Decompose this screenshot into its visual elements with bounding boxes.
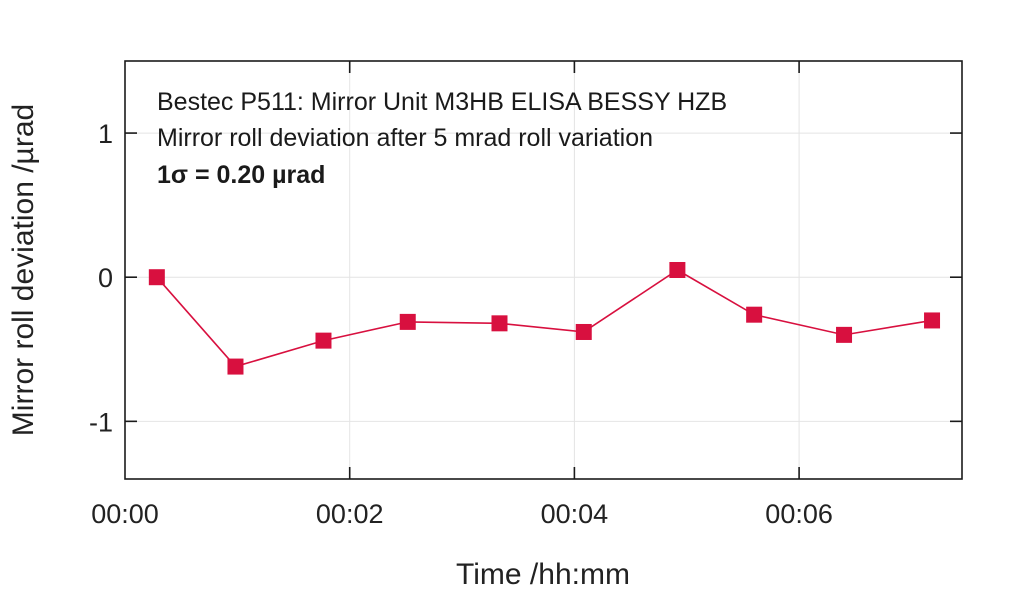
series-layer — [148, 262, 941, 375]
data-point-marker — [315, 332, 332, 349]
series-line — [156, 269, 933, 368]
data-point-marker — [836, 326, 853, 343]
data-point-marker — [491, 315, 508, 332]
annotation-sigma: 1σ = 0.20 µrad — [157, 161, 325, 189]
data-point-marker — [924, 312, 941, 329]
data-point-marker — [148, 269, 165, 286]
gridlines — [125, 61, 962, 479]
y-axis-title: Mirror roll deviation /µrad — [7, 104, 40, 436]
x-tick-label: 00:06 — [765, 499, 833, 529]
data-point-marker — [669, 262, 686, 278]
annotation-subtitle: Mirror roll deviation after 5 mrad roll … — [157, 124, 653, 152]
y-tick-label: 0 — [98, 263, 113, 293]
data-point-marker — [746, 306, 763, 323]
x-tick-label: 00:04 — [541, 499, 609, 529]
y-tick-label: 1 — [98, 119, 113, 149]
data-point-marker — [227, 358, 244, 375]
data-point-marker — [399, 313, 416, 330]
x-tick-label: 00:00 — [91, 499, 159, 529]
axis-ticks: 00:00 00:02 00:04 00:06 1 0 -1 — [89, 61, 962, 529]
annotation-title: Bestec P511: Mirror Unit M3HB ELISA BESS… — [157, 88, 727, 116]
y-tick-label: -1 — [89, 407, 113, 437]
plot-frame — [124, 60, 963, 480]
x-axis-title: Time /hh:mm — [456, 558, 630, 591]
x-tick-label: 00:02 — [316, 499, 384, 529]
data-point-marker — [575, 323, 592, 340]
